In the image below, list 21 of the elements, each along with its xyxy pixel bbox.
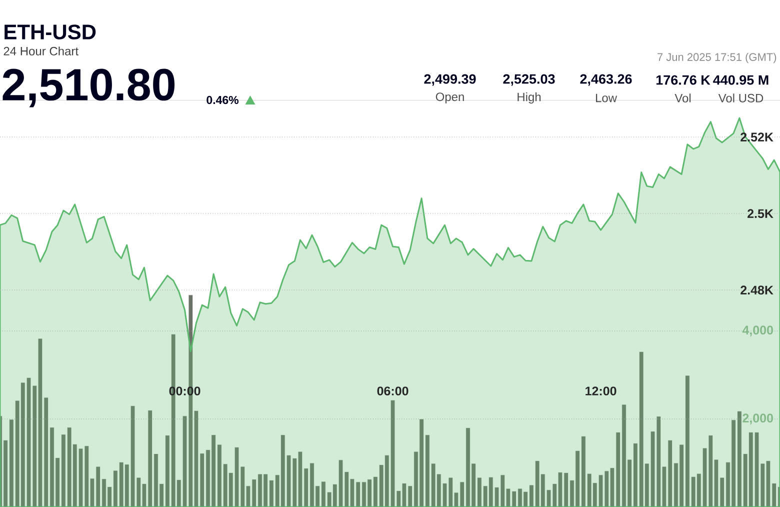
x-tick-label: 12:00 <box>586 386 616 396</box>
annotation: Vol USD <box>718 94 764 102</box>
text: 176.76 K <box>656 75 710 85</box>
annotation: Vol <box>674 94 691 102</box>
chart-title: ETH-USD <box>4 24 96 40</box>
y2-tick-label: 2,000 <box>742 414 773 424</box>
annotation: Low <box>596 94 618 102</box>
y-tick-label: 2.5K <box>748 209 774 218</box>
text: 7 Jun 2025 17:51 (GMT) <box>658 52 776 64</box>
text: 2,463.26 <box>580 74 632 86</box>
text: 2,499.39 <box>424 74 476 86</box>
annotation: Open <box>436 92 464 104</box>
text: 440.95 M <box>713 75 768 85</box>
annotation: 2,510.80 <box>2 68 175 108</box>
text: 2,525.03 <box>503 74 555 86</box>
chart-subtitle: 24 Hour Chart <box>4 46 78 56</box>
y-tick-label: 2.48K <box>740 286 774 295</box>
annotation: 0.46% <box>206 96 239 104</box>
y2-tick-label: 4,000 <box>742 326 773 336</box>
annotation: High <box>518 92 541 104</box>
x-tick-label: 06:00 <box>377 386 408 396</box>
